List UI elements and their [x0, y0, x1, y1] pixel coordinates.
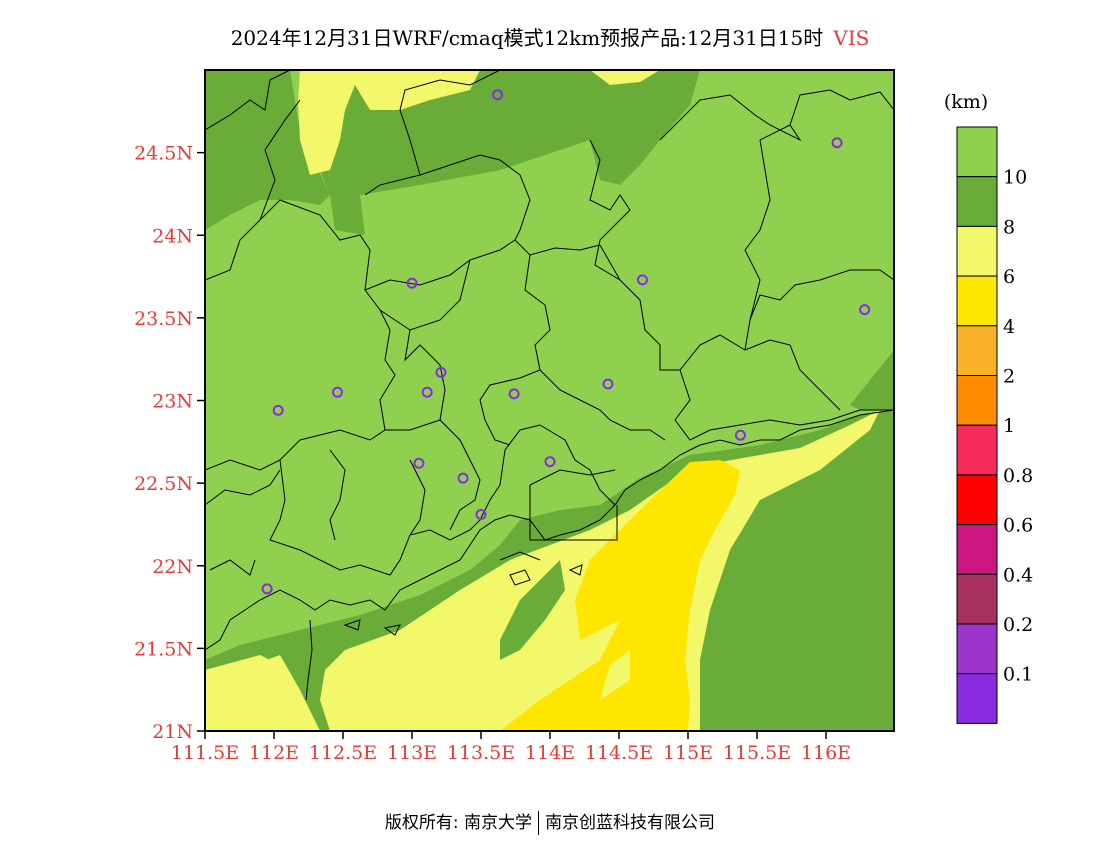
field-band-6km-north: [298, 70, 480, 175]
colorbar-swatch: [956, 126, 998, 178]
station-marker: [413, 457, 425, 469]
station-marker: [421, 386, 433, 398]
footer-separator: [538, 811, 540, 835]
station-marker: [859, 304, 871, 316]
colorbar-label: 8: [1003, 216, 1015, 238]
footer-left: 版权所有: 南京大学: [384, 813, 533, 833]
colorbar-swatch: [956, 375, 998, 426]
colorbar-label: 0.4: [1003, 564, 1033, 586]
colorbar-swatch: [956, 524, 998, 575]
variable-label: VIS: [833, 26, 870, 50]
colorbar-swatch: [956, 225, 998, 277]
field-band-4km: [500, 460, 740, 731]
colorbar-label: 4: [1003, 316, 1015, 338]
lon-tick-label: 112.5E: [309, 742, 377, 764]
station-marker: [331, 386, 343, 398]
page-title: 2024年12月31日WRF/cmaq模式12km预报产品:12月31日15时 V…: [0, 22, 1100, 51]
lat-tick-label: 24.5N: [134, 143, 193, 165]
lat-tick-label: 21N: [152, 721, 193, 743]
lon-tick-label: 115.5E: [723, 742, 791, 764]
station-marker: [636, 274, 648, 286]
station-marker: [831, 137, 843, 149]
colorbar-label: 0.8: [1003, 465, 1033, 487]
colorbar-swatch: [956, 573, 998, 625]
lat-ticks: 21N 21.5N 22N 22.5N 23N 23.5N 24N 24.5N: [134, 143, 205, 743]
colorbar-swatch: [956, 474, 998, 526]
title-text: 2024年12月31日WRF/cmaq模式12km预报产品:12月31日15时: [230, 26, 824, 50]
colorbar-label: 6: [1003, 266, 1015, 288]
lon-tick-label: 113.5E: [447, 742, 515, 764]
station-markers: [261, 89, 871, 595]
station-marker: [508, 388, 520, 400]
colorbar-swatch: [956, 623, 998, 675]
lon-tick-label: 115E: [663, 742, 713, 764]
colorbar: 10 8 6 4 2 1 0.8 0.6 0.4 0.2 0.1: [956, 126, 1033, 724]
station-marker: [602, 378, 614, 390]
station-marker: [435, 366, 447, 378]
colorbar-label: 0.1: [1003, 664, 1033, 686]
lat-tick-label: 22N: [152, 556, 193, 578]
colorbar-unit: (km): [944, 91, 988, 113]
station-marker: [261, 583, 273, 595]
colorbar-swatch: [956, 176, 998, 227]
lat-tick-label: 23.5N: [134, 308, 193, 330]
colorbar-label: 1: [1003, 415, 1015, 437]
colorbar-swatch: [956, 325, 998, 376]
lat-tick-label: 24N: [152, 225, 193, 247]
station-marker: [406, 277, 418, 289]
lon-tick-label: 111.5E: [171, 742, 239, 764]
colorbar-label: 0.6: [1003, 515, 1033, 537]
station-marker: [492, 89, 504, 101]
field-band-6km-inner: [560, 650, 630, 731]
admin-boundaries: [205, 70, 894, 701]
station-marker: [272, 404, 284, 416]
field-band-6km-far-sw: [205, 655, 280, 731]
lon-tick-label: 116E: [801, 742, 851, 764]
lon-ticks: 111.5E 112E 112.5E 113E 113.5E 114E 114.5E 115E…: [171, 731, 851, 764]
lon-tick-label: 114.5E: [585, 742, 653, 764]
copyright-footer: 版权所有: 南京大学 南京创蓝科技有限公司: [0, 808, 1100, 835]
field-band-8km-tongue: [500, 560, 565, 660]
visibility-field: [205, 70, 894, 731]
colorbar-label: 0.2: [1003, 614, 1033, 636]
lat-tick-label: 23N: [152, 391, 193, 413]
colorbar-swatch: [956, 673, 998, 724]
lon-tick-label: 114E: [525, 742, 575, 764]
lon-tick-label: 112E: [249, 742, 299, 764]
footer-right: 南京创蓝科技有限公司: [545, 813, 716, 833]
field-band-6km-nw-top: [590, 70, 660, 85]
colorbar-label: 2: [1003, 366, 1015, 388]
station-marker: [544, 456, 556, 468]
lat-tick-label: 22.5N: [134, 473, 193, 495]
station-marker: [734, 429, 746, 441]
station-marker: [457, 472, 469, 484]
field-band-8km-e: [850, 350, 894, 410]
lon-tick-label: 113E: [387, 742, 437, 764]
station-marker: [475, 509, 487, 521]
lat-tick-label: 21.5N: [134, 638, 193, 660]
colorbar-swatch: [956, 424, 998, 476]
colorbar-label: 10: [1003, 167, 1027, 189]
colorbar-swatch: [956, 275, 998, 327]
